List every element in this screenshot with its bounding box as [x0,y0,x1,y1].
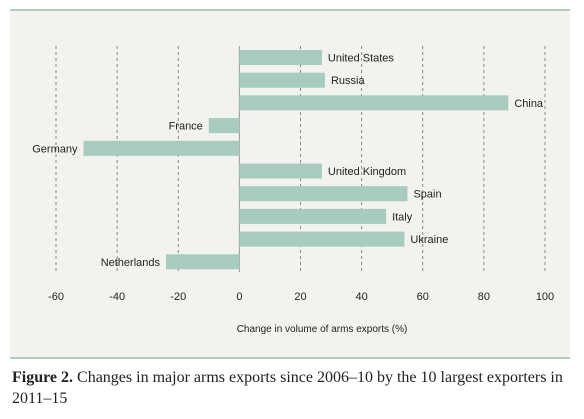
bar [166,254,240,270]
x-tick-label: -20 [170,291,186,303]
bar-label: Germany [32,143,78,155]
bar-label: China [514,98,544,110]
x-tick-label: 100 [536,291,554,303]
caption-text: Changes in major arms exports since 2006… [12,369,563,407]
x-tick-label: 20 [294,291,306,303]
bar [239,72,325,88]
bar [83,140,240,156]
bar-labels: United States Russia China France Germany Uni… [32,53,544,269]
bar-label: United States [328,53,395,65]
bar [239,95,509,111]
figure-label: Figure 2. [12,369,74,386]
x-tick-label: -40 [109,291,125,303]
bar-label: France [169,121,203,133]
x-tick-label: -60 [48,291,64,303]
x-tick-label: 60 [417,291,429,303]
bar [239,208,387,224]
bar-label: Italy [392,211,413,223]
bar [239,50,322,65]
bar [239,186,408,202]
bar-label: Russia [331,75,366,87]
bar-label: Netherlands [101,257,161,269]
bar-chart: United States Russia China France Germany Uni… [32,46,554,335]
bars [83,50,509,270]
x-tick-label: 0 [236,291,242,303]
figure-caption: Figure 2. Changes in major arms exports … [12,367,572,409]
bar-label: United Kingdom [328,166,406,178]
bar [239,231,405,247]
x-tick-label: 80 [478,291,490,303]
x-axis-title: Change in volume of arms exports (%) [237,324,408,335]
x-tick-labels: -60 -40 -20 0 20 40 60 80 100 [48,291,554,303]
bar-label: Spain [413,189,441,201]
bar-label: Ukraine [410,234,448,246]
chart-panel [10,9,570,359]
bar [208,118,240,134]
x-tick-label: 40 [356,291,368,303]
bar [239,163,322,179]
